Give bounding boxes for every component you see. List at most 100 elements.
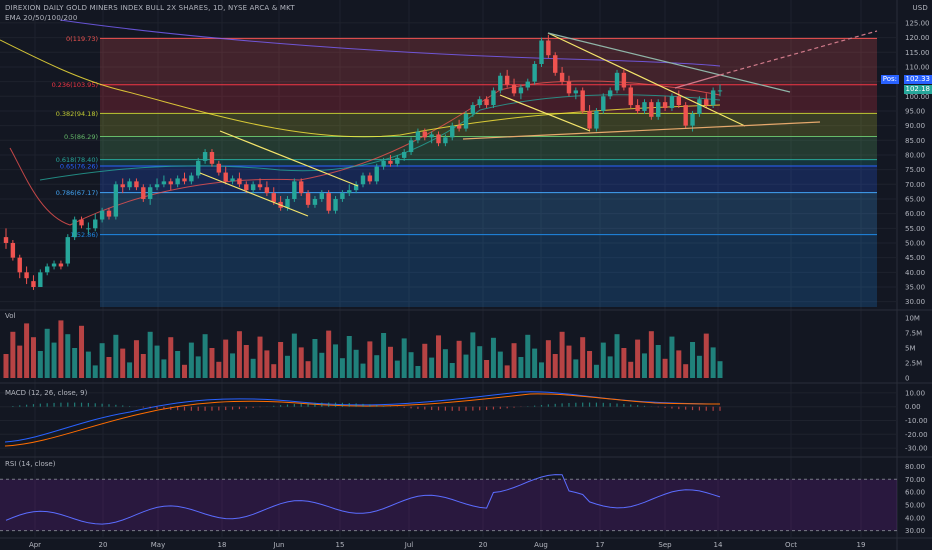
volume-bar xyxy=(463,354,469,378)
volume-bar xyxy=(607,356,613,378)
candle-body xyxy=(154,184,160,188)
fib-level-label: 0.236(103.95) xyxy=(52,81,98,89)
volume-bar xyxy=(353,349,359,378)
candle-body xyxy=(436,134,441,144)
volume-bar xyxy=(182,364,187,378)
candle-body xyxy=(367,175,373,182)
volume-bar xyxy=(79,325,85,378)
volume-bar xyxy=(436,335,442,378)
candle-body xyxy=(347,190,352,194)
rsi-band xyxy=(0,479,897,531)
x-tick-label: Sep xyxy=(658,541,672,549)
rsi-label[interactable]: RSI (14, close) xyxy=(5,460,56,468)
rsi-tick-label: 50.00 xyxy=(905,501,925,509)
last-price-tag: 102.18 xyxy=(903,85,932,94)
candle-body xyxy=(312,198,318,205)
fib-level-label: 0.786(67.17) xyxy=(56,189,98,197)
volume-bar xyxy=(539,362,544,378)
candle-body xyxy=(607,90,613,97)
x-tick-label: May xyxy=(151,541,165,549)
volume-label[interactable]: Vol xyxy=(5,312,16,320)
volume-bar xyxy=(641,353,647,378)
volume-bar xyxy=(648,331,654,378)
volume-bar xyxy=(202,334,208,378)
pos-price-tag: 102.33 xyxy=(903,75,932,84)
price-tick-label: 115.00 xyxy=(905,49,930,57)
candle-body xyxy=(614,72,620,91)
candle-body xyxy=(601,96,606,111)
candle-body xyxy=(690,113,695,126)
x-tick-label: Aug xyxy=(534,541,548,549)
macd-label[interactable]: MACD (12, 26, close, 9) xyxy=(5,389,88,397)
volume-bar xyxy=(484,360,490,378)
candle-body xyxy=(450,125,455,138)
candle-body xyxy=(388,160,393,164)
fib-zone xyxy=(100,113,877,137)
candle-body xyxy=(546,40,551,56)
price-tick-label: 70.00 xyxy=(905,181,925,189)
candle-body xyxy=(3,237,9,243)
volume-bar xyxy=(497,351,503,378)
volume-bar xyxy=(683,364,689,378)
candle-body xyxy=(553,55,558,73)
ema-legend[interactable]: EMA 20/50/100/200 xyxy=(5,14,78,22)
price-tick-label: 95.00 xyxy=(905,107,925,115)
macd-tick-label: 0.00 xyxy=(905,403,921,411)
price-tick-label: 85.00 xyxy=(905,137,925,145)
volume-bar xyxy=(703,333,709,378)
volume-bar xyxy=(690,342,696,378)
candle-body xyxy=(202,152,208,161)
fib-zone xyxy=(100,192,877,235)
fib-level-label: 0.382(94.18) xyxy=(56,110,98,118)
macd-tick-label: -30.00 xyxy=(905,445,928,453)
price-tick-label: 120.00 xyxy=(905,34,930,42)
trend-line xyxy=(547,32,746,127)
candle-body xyxy=(669,96,675,109)
volume-bar xyxy=(429,357,435,378)
price-tick-label: 35.00 xyxy=(905,283,925,291)
candle-body xyxy=(168,181,173,185)
volume-bar xyxy=(346,336,352,378)
fib-level-label: 0.65(76.26) xyxy=(60,162,98,170)
fib-level-label: 0(119.73) xyxy=(66,35,98,43)
candle-body xyxy=(662,102,668,109)
macd-tick-label: 10.00 xyxy=(905,389,925,397)
volume-bar xyxy=(669,336,675,378)
candle-body xyxy=(244,184,249,191)
volume-bar xyxy=(175,351,181,378)
price-tick-label: 60.00 xyxy=(905,210,925,218)
candle-body xyxy=(189,175,194,182)
price-tick-label: 75.00 xyxy=(905,166,925,174)
candle-body xyxy=(498,75,503,91)
price-tick-label: 45.00 xyxy=(905,254,925,262)
volume-bar xyxy=(257,336,263,378)
fib-zone xyxy=(100,38,877,85)
volume-bar xyxy=(600,342,606,378)
x-tick-label: 18 xyxy=(218,541,227,549)
fib-level-label: 0.5(86.29) xyxy=(64,133,98,141)
candle-body xyxy=(299,181,304,194)
volume-bar xyxy=(223,339,229,378)
volume-bar xyxy=(367,341,373,378)
candle-body xyxy=(340,193,345,199)
candle-body xyxy=(559,72,565,82)
volume-bar xyxy=(284,355,290,378)
candle-body xyxy=(106,210,112,217)
candle-body xyxy=(17,257,22,273)
trend-line xyxy=(719,30,878,76)
volume-bar xyxy=(374,355,380,378)
price-tick-label: 30.00 xyxy=(905,298,925,306)
candle-body xyxy=(264,187,270,194)
candle-body xyxy=(196,160,201,176)
volume-bar xyxy=(51,342,57,378)
trend-line xyxy=(219,130,359,187)
volume-tick-label: 7.5M xyxy=(905,330,922,338)
candle-body xyxy=(175,178,180,185)
candle-body xyxy=(443,137,448,144)
candle-body xyxy=(44,266,50,273)
rsi-tick-label: 30.00 xyxy=(905,527,925,535)
volume-bar xyxy=(449,363,455,378)
price-tick-label: 40.00 xyxy=(905,269,925,277)
candle-body xyxy=(141,187,146,199)
